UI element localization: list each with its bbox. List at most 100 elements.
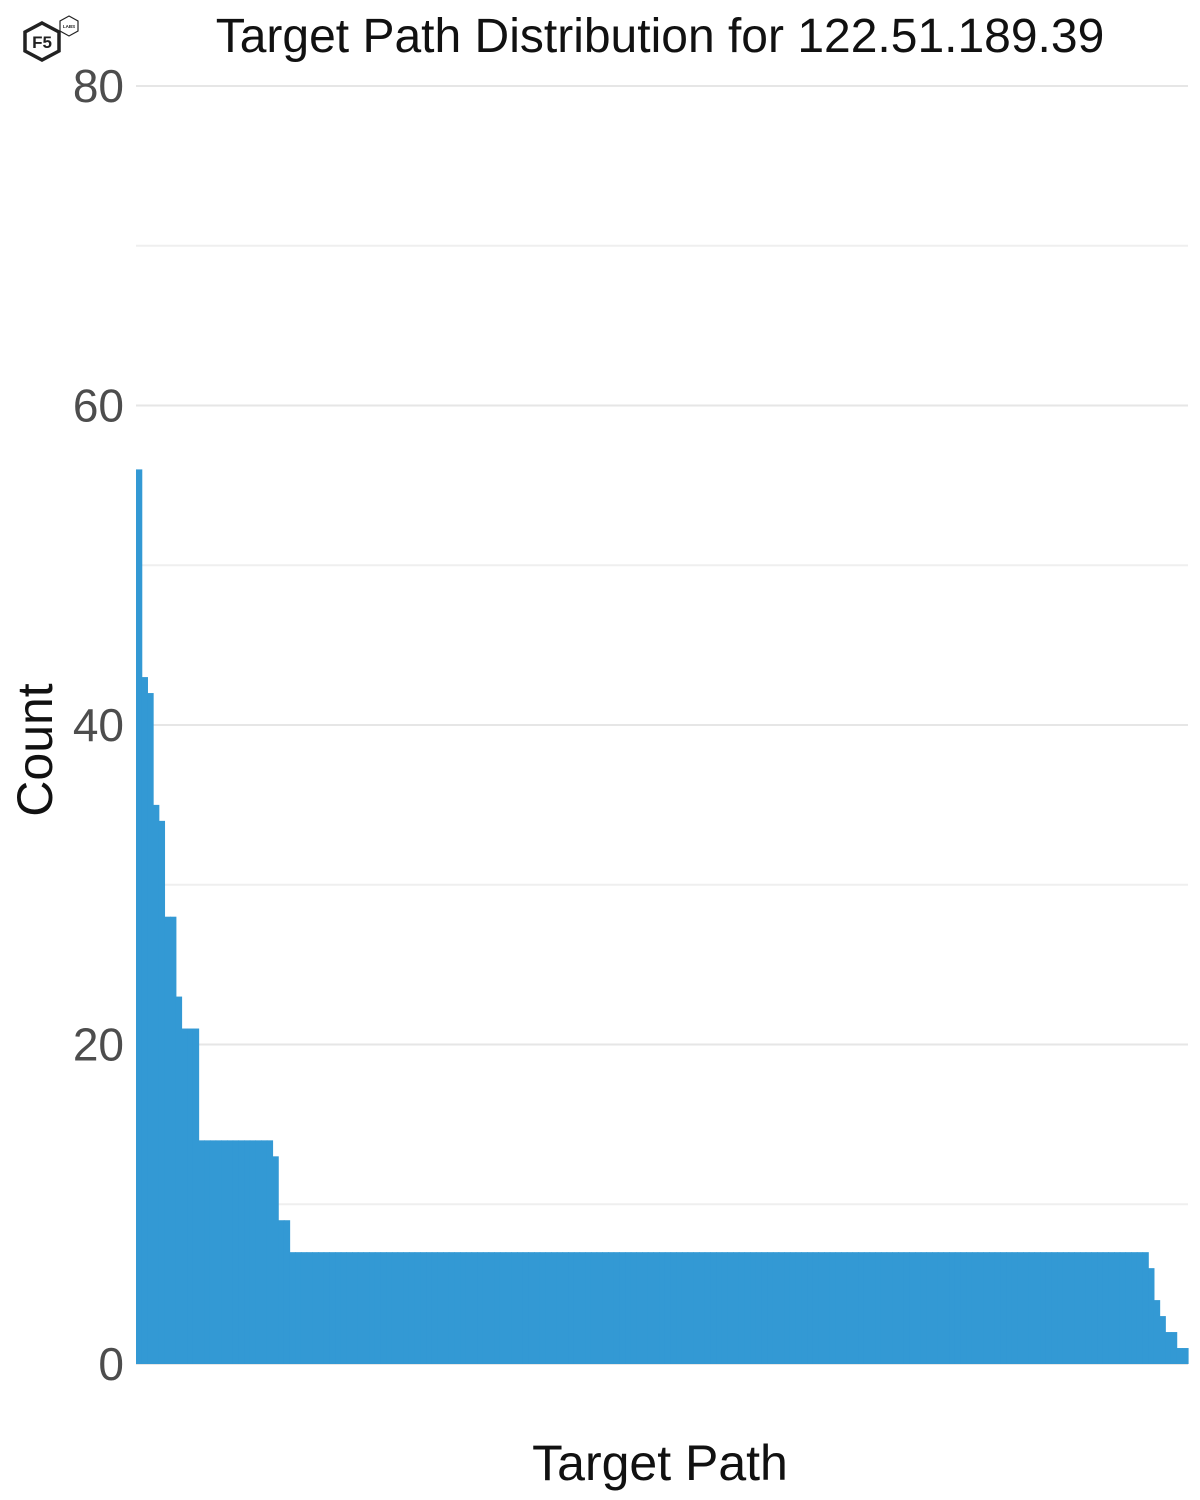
bar <box>1057 1252 1064 1364</box>
bar <box>1182 1348 1189 1364</box>
bar <box>454 1252 461 1364</box>
bar <box>477 1252 484 1364</box>
bar <box>283 1220 291 1364</box>
bar <box>1136 1252 1144 1364</box>
bar <box>158 820 166 1364</box>
bar <box>852 1252 859 1364</box>
bar <box>1097 1252 1104 1364</box>
bar <box>994 1252 1001 1364</box>
bar <box>573 1252 581 1364</box>
bar <box>915 1252 922 1364</box>
bar <box>761 1252 768 1364</box>
bar <box>460 1252 467 1364</box>
bar <box>244 1140 251 1364</box>
bar <box>1068 1252 1075 1364</box>
bar <box>346 1252 353 1364</box>
logo-text: F5 <box>32 33 52 52</box>
bar <box>141 677 148 1364</box>
bar <box>784 1252 791 1364</box>
bar <box>261 1140 268 1364</box>
bar <box>516 1252 524 1364</box>
bar <box>903 1252 910 1364</box>
x-axis-label: Target Path <box>532 1435 788 1491</box>
bar <box>602 1252 609 1364</box>
bar <box>499 1252 507 1364</box>
bar <box>988 1252 996 1364</box>
logo-badge-text: LABS <box>63 24 75 29</box>
bar <box>733 1252 740 1364</box>
bar <box>909 1252 916 1364</box>
bar <box>488 1252 495 1364</box>
bar <box>676 1252 683 1364</box>
bar <box>511 1252 518 1364</box>
bar <box>232 1140 239 1364</box>
bar <box>670 1252 677 1364</box>
bar <box>352 1252 359 1364</box>
bar <box>1011 1252 1019 1364</box>
bar <box>1131 1252 1138 1364</box>
chart-title: Target Path Distribution for 122.51.189.… <box>216 10 1105 63</box>
bar <box>585 1252 592 1364</box>
bar <box>380 1252 387 1364</box>
bar <box>1062 1252 1070 1364</box>
bar <box>897 1252 905 1364</box>
bar <box>926 1252 933 1364</box>
y-tick-labels: 0 20 40 60 80 <box>73 60 124 1390</box>
bar <box>249 1140 257 1364</box>
bar <box>226 1140 234 1364</box>
bar <box>960 1252 967 1364</box>
bar <box>289 1252 296 1364</box>
bar <box>164 916 171 1364</box>
bar <box>204 1140 211 1364</box>
bar <box>153 804 160 1365</box>
f5-labs-logo: F5 LABS <box>23 15 79 62</box>
bar <box>613 1252 620 1364</box>
bar <box>312 1252 319 1364</box>
bar <box>187 1028 194 1364</box>
bar <box>619 1252 626 1364</box>
bar <box>835 1252 842 1364</box>
bar <box>1091 1252 1098 1364</box>
bar <box>812 1252 819 1364</box>
bar <box>698 1252 706 1364</box>
bar <box>443 1252 450 1364</box>
bar <box>1142 1252 1149 1364</box>
bar <box>431 1252 438 1364</box>
bar <box>789 1252 797 1364</box>
bar <box>1114 1252 1121 1364</box>
bar <box>562 1252 569 1364</box>
bar <box>1165 1332 1172 1364</box>
bar <box>471 1252 478 1364</box>
bar <box>181 1028 188 1364</box>
bar <box>1006 1252 1013 1364</box>
bar <box>721 1252 728 1364</box>
bar <box>266 1140 274 1364</box>
bar <box>278 1220 285 1364</box>
bar <box>198 1140 205 1364</box>
bar <box>716 1252 723 1364</box>
bars <box>136 469 1189 1365</box>
bar <box>209 1140 217 1364</box>
bar <box>664 1252 672 1364</box>
bar <box>636 1252 643 1364</box>
bar <box>272 1156 279 1364</box>
bar <box>1159 1316 1166 1364</box>
bar <box>1085 1252 1092 1364</box>
bar <box>687 1252 694 1364</box>
bar <box>744 1252 751 1364</box>
bar <box>920 1252 928 1364</box>
bar <box>300 1252 308 1364</box>
bar <box>147 693 154 1364</box>
bar <box>772 1252 780 1364</box>
bar <box>824 1252 831 1364</box>
bar <box>136 469 143 1364</box>
bar <box>403 1252 410 1364</box>
bar <box>420 1252 427 1364</box>
bar <box>437 1252 444 1364</box>
bar <box>932 1252 939 1364</box>
bar <box>192 1028 200 1364</box>
bar <box>522 1252 529 1364</box>
bar <box>1040 1252 1047 1364</box>
bar <box>539 1252 547 1364</box>
